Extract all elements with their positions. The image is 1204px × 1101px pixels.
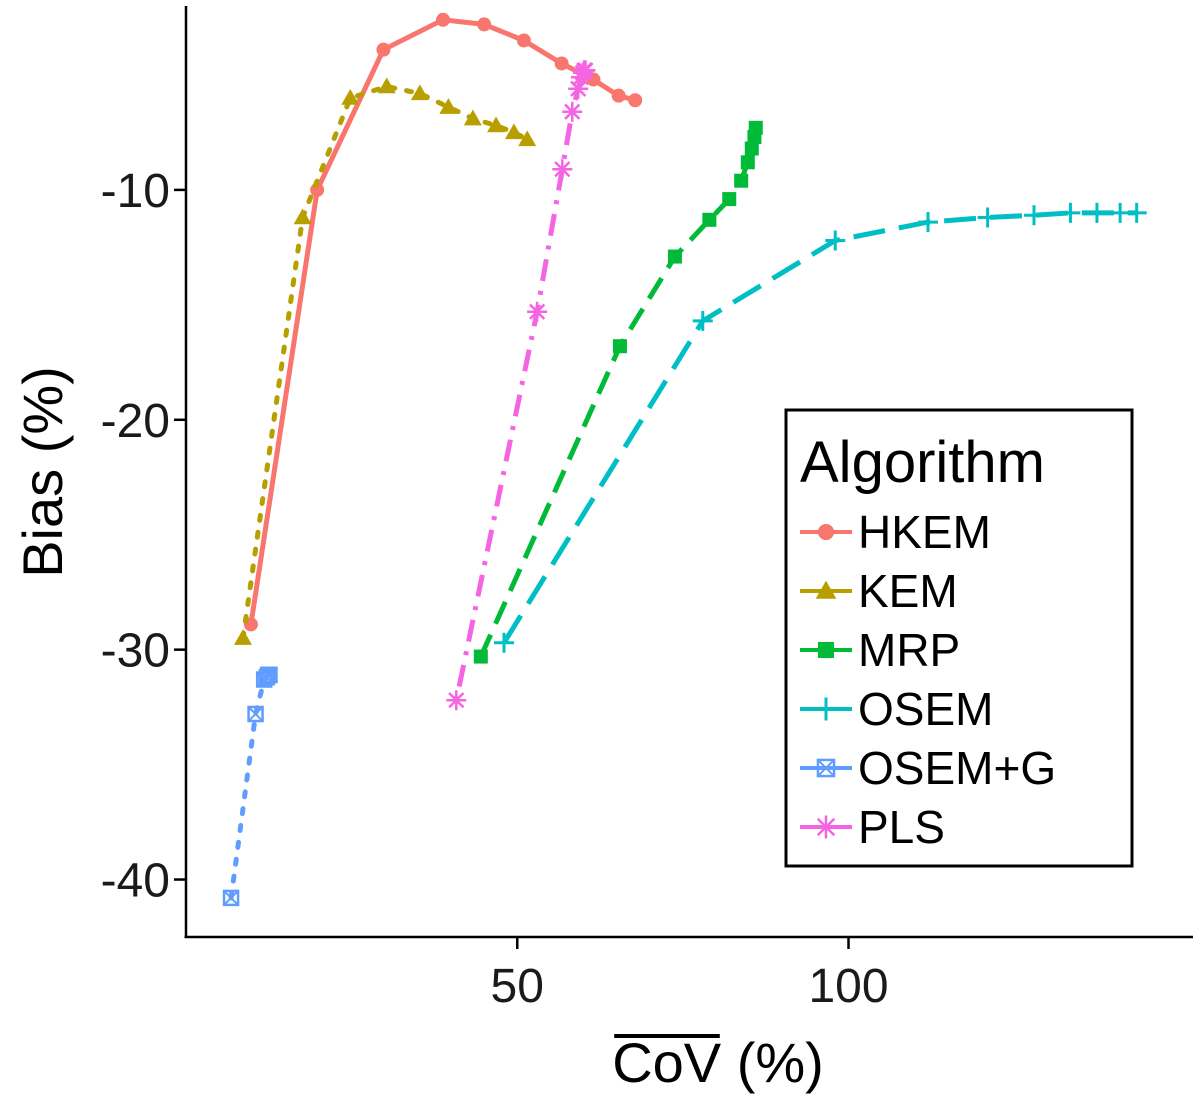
data-point-kem xyxy=(410,84,429,101)
legend-label: OSEM xyxy=(858,683,993,735)
x-axis-title-overline: CoV xyxy=(612,1031,722,1094)
data-point-kem xyxy=(293,208,312,225)
legend-item-osem: OSEM xyxy=(800,683,993,735)
data-point-osem xyxy=(692,310,713,331)
x-axis-title: CoV (%) xyxy=(612,1031,824,1094)
data-point-mrp xyxy=(722,192,737,207)
data-point-pls xyxy=(527,301,548,322)
y-tick-label: -20 xyxy=(101,395,170,448)
data-point-kem xyxy=(504,123,523,140)
data-point-osem-g xyxy=(247,705,264,723)
data-point-kem xyxy=(377,77,396,94)
data-point-kem xyxy=(439,98,458,114)
series-osem xyxy=(494,202,1147,653)
y-tick-label: -40 xyxy=(101,855,170,908)
series-kem xyxy=(233,77,537,645)
series-mrp xyxy=(473,120,763,664)
data-point-osem xyxy=(1024,205,1044,226)
series-line-pls xyxy=(453,67,588,701)
legend-label: HKEM xyxy=(858,506,991,558)
data-point-hkem xyxy=(628,93,643,108)
data-point-pls xyxy=(562,101,583,122)
series-pls xyxy=(446,60,596,711)
legend-item-osem-g: OSEM+G xyxy=(800,742,1056,794)
svg-text:CoV (%): CoV (%) xyxy=(612,1031,824,1094)
data-point-hkem xyxy=(554,56,569,71)
data-point-hkem xyxy=(611,88,626,103)
y-axis-title: Bias (%) xyxy=(11,366,74,578)
data-point-mrp xyxy=(744,141,759,156)
legend-label: OSEM+G xyxy=(858,742,1056,794)
data-point-kem xyxy=(233,629,252,645)
data-point-osem xyxy=(1060,202,1081,223)
data-point-pls xyxy=(575,60,596,81)
legend-key-marker xyxy=(817,641,835,659)
legend-key-marker xyxy=(814,815,838,839)
data-point-kem xyxy=(463,109,482,126)
data-point-mrp xyxy=(667,249,682,264)
legend-title: Algorithm xyxy=(800,430,1045,495)
data-point-mrp xyxy=(473,649,488,664)
series-hkem xyxy=(243,12,643,632)
data-point-mrp xyxy=(702,212,717,227)
legend-key-marker xyxy=(816,758,836,778)
legend: Algorithm HKEM KEM MRP OSEM OSEM+G PLS xyxy=(784,408,1134,868)
x-ticks: 50 100 xyxy=(491,937,889,1013)
data-point-osem-g xyxy=(222,889,240,907)
data-point-kem xyxy=(518,130,537,147)
data-point-osem xyxy=(918,212,938,233)
data-point-osem xyxy=(1086,202,1107,223)
legend-item-hkem: HKEM xyxy=(800,506,991,558)
legend-label: PLS xyxy=(858,801,945,853)
data-point-osem xyxy=(1126,202,1147,223)
data-point-mrp xyxy=(612,339,627,354)
series-layer xyxy=(222,12,1147,907)
series-osem-g xyxy=(222,666,278,907)
data-point-hkem xyxy=(436,12,451,27)
data-point-mrp xyxy=(734,173,749,188)
y-tick-label: -10 xyxy=(101,165,170,218)
series-line-hkem xyxy=(248,17,636,625)
legend-key-marker xyxy=(817,523,835,541)
legend-key-marker xyxy=(815,580,837,599)
data-point-pls xyxy=(446,690,467,711)
legend-label: MRP xyxy=(858,624,960,676)
data-point-osem-g xyxy=(261,666,278,684)
data-point-osem xyxy=(825,230,846,251)
data-point-hkem xyxy=(516,33,531,48)
legend-item-mrp: MRP xyxy=(800,624,960,676)
data-point-hkem xyxy=(376,42,391,57)
y-tick-label: -30 xyxy=(101,625,170,678)
series-line-mrp xyxy=(478,127,759,658)
y-ticks: -10 -20 -30 -40 xyxy=(101,165,186,908)
legend-key-marker xyxy=(814,697,838,721)
legend-label: KEM xyxy=(858,565,958,617)
x-axis-title-suffix: (%) xyxy=(721,1031,824,1094)
data-point-mrp xyxy=(748,120,763,135)
data-point-kem xyxy=(341,88,360,105)
data-point-osem xyxy=(494,632,514,653)
data-point-pls xyxy=(552,159,573,180)
data-point-osem xyxy=(977,207,998,228)
x-tick-label: 100 xyxy=(808,960,888,1013)
data-point-hkem xyxy=(477,17,492,32)
series-line-kem xyxy=(240,84,530,641)
legend-items: HKEM KEM MRP OSEM OSEM+G PLS xyxy=(800,506,1056,853)
legend-box xyxy=(784,408,1134,868)
legend-item-pls: PLS xyxy=(800,801,945,853)
data-point-kem xyxy=(487,116,506,133)
x-tick-label: 50 xyxy=(491,960,544,1013)
legend-item-kem: KEM xyxy=(800,565,958,617)
series-line-osem xyxy=(501,210,1137,645)
data-point-mrp xyxy=(740,155,755,170)
